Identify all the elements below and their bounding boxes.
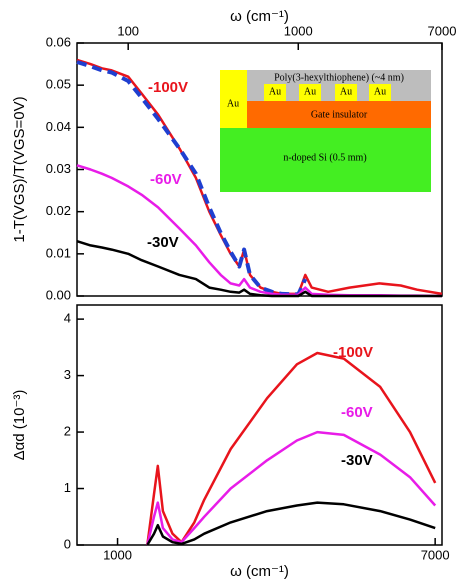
series-line — [76, 240, 442, 298]
au-pad — [335, 84, 357, 101]
x-tick-label: 1000 — [103, 547, 132, 562]
series-line — [76, 60, 308, 297]
y-tick-label: 1 — [64, 480, 71, 495]
y-tick-label: 0.05 — [46, 77, 71, 92]
y-axis-label: Δαd (10⁻³) — [11, 390, 28, 461]
substrate-layer — [220, 128, 431, 192]
series-line — [146, 501, 436, 546]
y-tick-label: 0.03 — [46, 161, 71, 176]
au-pad — [264, 84, 286, 101]
inset-text: Au — [340, 86, 352, 97]
x-axis-label: ω (cm⁻¹) — [230, 563, 289, 580]
x-tick-label: 7000 — [421, 547, 450, 562]
y-tick-label: 0.04 — [46, 119, 71, 134]
x-axis-label: ω (cm⁻¹) — [230, 8, 289, 25]
au-contact — [220, 70, 247, 133]
x-tick-label: 7000 — [428, 23, 457, 38]
series-label: -100V — [333, 344, 373, 361]
inset-text: n-doped Si (0.5 mm) — [283, 152, 366, 163]
y-tick-label: 0.06 — [46, 34, 71, 49]
inset-text: Gate insulator — [311, 109, 368, 120]
inset-text: Au — [374, 86, 386, 97]
device-inset: Au Poly(3-hexylthiophene) (~4 nm) Au Au … — [220, 70, 431, 192]
inset-text: Au — [304, 86, 316, 97]
inset-text: Au — [269, 86, 281, 97]
y-tick-label: 3 — [64, 367, 71, 382]
y-tick-label: 0.01 — [46, 245, 71, 260]
au-pad — [369, 84, 391, 101]
y-axis-label: 1-T(VGS)/T(VGS=0V) — [11, 96, 28, 242]
series-line — [146, 351, 437, 546]
x-tick-label: 1000 — [284, 23, 313, 38]
series-label: -30V — [147, 234, 179, 251]
y-tick-label: 0 — [64, 536, 71, 551]
insulator-layer — [247, 101, 431, 128]
series-label: -60V — [341, 404, 373, 421]
series-line — [146, 430, 437, 546]
y-tick-label: 0.00 — [46, 287, 71, 302]
x-tick-label: 100 — [117, 23, 139, 38]
au-pad — [299, 84, 321, 101]
series-label: -60V — [150, 171, 182, 188]
series-label: -30V — [341, 452, 373, 469]
inset-text: Au — [227, 98, 239, 109]
bottom-frame — [76, 304, 443, 546]
y-tick-label: 2 — [64, 423, 71, 438]
series-label: -100V — [148, 79, 188, 96]
y-tick-label: 4 — [64, 311, 71, 326]
y-tick-label: 0.02 — [46, 203, 71, 218]
inset-text: Poly(3-hexylthiophene) (~4 nm) — [274, 72, 404, 83]
